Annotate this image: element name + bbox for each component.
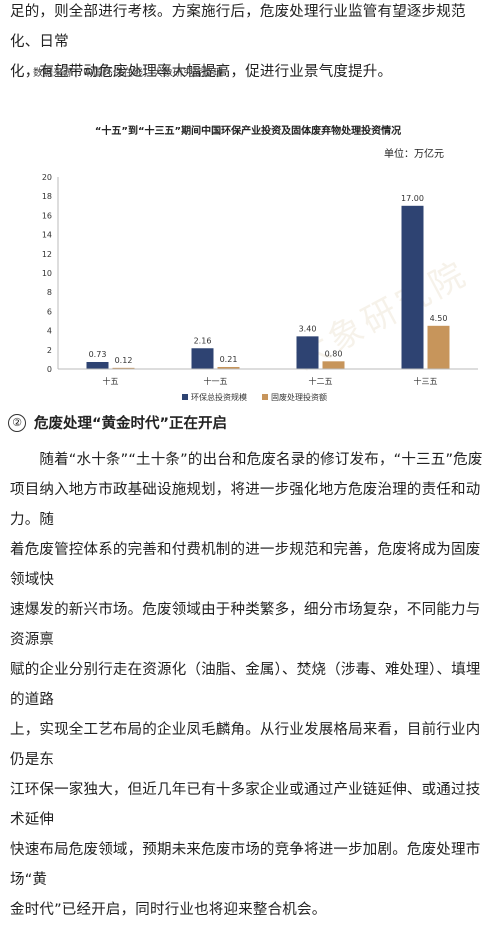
legend: 环保总投资规模 固废处理投资额: [182, 392, 327, 402]
section-title: 危废处理“黄金时代”正在开启: [34, 416, 228, 432]
y-tick-label: 20: [42, 173, 52, 182]
bars: 0.73 0.12 2.16 0.21 3.40 0.80 17.00 4.50: [86, 194, 450, 369]
top-paragraph: 足的，则全部进行考核。方案施行后，危废处理行业监管有望逐步规范化、日常 化，有望…: [10, 0, 488, 87]
x-tick-label: 十三五: [414, 376, 438, 386]
chart-unit: 单位：万亿元: [384, 149, 444, 160]
text-line: 项目纳入地方市政基础设施规划，将进一步强化地方危废治理的责任和动力。随: [10, 482, 481, 528]
data-label: 0.21: [220, 355, 238, 364]
text-line: 赋的企业分别行走在资源化（油脂、金属）、焚烧（涉毒、难处理）、填埋的道路: [10, 662, 481, 708]
x-axis: 十五 十一五 十二五 十三五: [58, 368, 478, 386]
y-tick-label: 16: [42, 211, 52, 220]
text-line: 快速布局危废领域，预期未来危废市场的竞争将进一步加剧。危废处理市场“黄: [10, 842, 481, 888]
data-label: 0.12: [115, 356, 133, 365]
text-line: 随着“水十条”“土十条”的出台和危废名录的修订发布，“十三五”危废: [10, 452, 483, 468]
y-tick-label: 12: [42, 250, 52, 259]
y-tick-label: 4: [47, 327, 52, 336]
bar-solid-waste: [322, 361, 345, 369]
y-tick-label: 6: [47, 307, 52, 316]
x-tick-label: 十五: [103, 376, 119, 386]
text-line: 着危废管控体系的完善和付费机制的进一步规范和完善，危废将成为固废领域快: [10, 542, 481, 588]
x-tick-label: 十一五: [204, 376, 228, 386]
bar-total: [86, 361, 109, 369]
y-tick-label: 8: [47, 288, 52, 297]
text-line: 金时代”已经开启，同时行业也将迎来整合机会。: [10, 902, 327, 918]
y-tick-label: 0: [47, 365, 52, 374]
data-label: 4.50: [430, 314, 448, 323]
source-note: 数据来源：中国环保在线，大象研究院整理: [33, 68, 223, 79]
y-tick-label: 10: [42, 269, 52, 278]
bar-total: [296, 336, 319, 369]
bar-total: [191, 348, 214, 369]
data-label: 2.16: [194, 336, 212, 345]
data-label: 3.40: [299, 324, 317, 333]
text-line: 上，实现全工艺布局的企业凤毛麟角。从行业发展格局来看，目前行业内仍是东: [10, 722, 481, 768]
text-line: 江环保一家独大，但近几年已有十多家企业或通过产业链延伸、或通过技术延伸: [10, 782, 481, 828]
body-paragraph: 随着“水十条”“土十条”的出台和危废名录的修订发布，“十三五”危废 项目纳入地方…: [10, 445, 488, 925]
chart-title: “十五”到“十三五”期间中国环保产业投资及固体废弃物处理投资情况: [94, 126, 402, 137]
y-tick-label: 14: [42, 231, 52, 240]
section-heading: ② 危废处理“黄金时代”正在开启: [8, 412, 227, 433]
data-label: 17.00: [401, 194, 424, 203]
data-label: 0.80: [325, 349, 343, 358]
section-number: ②: [8, 413, 26, 432]
bar-solid-waste: [112, 367, 135, 369]
text-line: 化，有望带动危废处理率大幅提高，促进行业景气度提升。: [10, 64, 393, 80]
y-axis: 0 2 4 6 8 10 12 14 16 18 20: [42, 173, 59, 374]
bar-total: [401, 205, 424, 369]
legend-label: 固废处理投资额: [271, 392, 327, 402]
data-label: 0.73: [89, 350, 107, 359]
text-line: 足的，则全部进行考核。方案施行后，危废处理行业监管有望逐步规范化、日常: [10, 4, 466, 50]
text-line: 速爆发的新兴市场。危废领域由于种类繁多，细分市场复杂，不同能力与资源禀: [10, 602, 481, 648]
legend-swatch: [182, 394, 188, 400]
y-tick-label: 18: [42, 192, 52, 201]
legend-swatch: [262, 394, 268, 400]
legend-label: 环保总投资规模: [191, 392, 247, 402]
bar-solid-waste: [217, 366, 240, 369]
y-tick-label: 2: [47, 346, 52, 355]
bar-solid-waste: [427, 325, 450, 369]
x-tick-label: 十二五: [309, 376, 333, 386]
